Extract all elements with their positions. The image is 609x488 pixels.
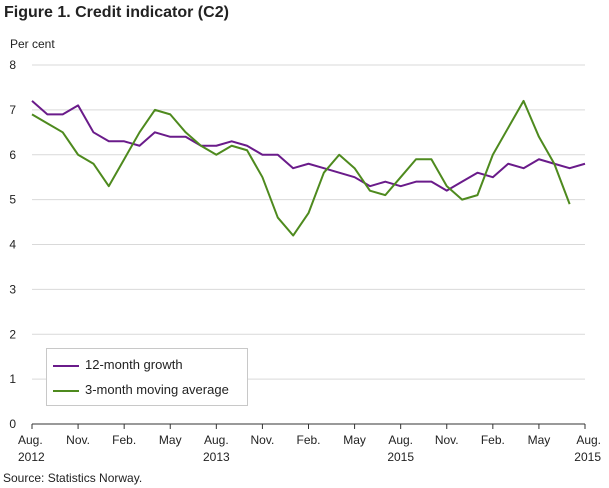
y-tick-label: 8 (9, 58, 16, 72)
x-tick-label: May (159, 433, 182, 447)
y-tick-label: 2 (9, 327, 16, 341)
x-tick-label: May (343, 433, 366, 447)
y-axis-label: Per cent (10, 37, 55, 51)
gridlines (32, 64, 585, 380)
x-tick-year-label: 2015 (574, 450, 601, 464)
x-tick-year-label: 2012 (18, 450, 45, 464)
x-tick-year-label: 2015 (387, 450, 414, 464)
x-tick-label: Feb. (296, 433, 320, 447)
chart-title: Figure 1. Credit indicator (C2) (4, 4, 229, 21)
y-tick-label: 4 (9, 238, 16, 252)
legend-label: 12-month growth (85, 357, 183, 372)
x-tick-label: Feb. (112, 433, 136, 447)
y-tick-label: 5 (9, 193, 16, 207)
legend-label: 3-month moving average (85, 382, 229, 397)
y-tick-label: 0 (9, 417, 16, 431)
source-note: Source: Statistics Norway. (3, 471, 143, 485)
y-tick-label: 7 (9, 103, 16, 117)
x-tick-label: Nov. (251, 433, 275, 447)
series-lines (31, 99, 586, 237)
x-tick-label: Aug. (576, 433, 601, 447)
x-tick-year-label: 2013 (203, 450, 230, 464)
y-tick-label: 3 (9, 282, 16, 296)
x-tick-labels: Aug. 2012 Nov. Feb. May Aug. 2013 Nov. Feb. May Au… (18, 424, 601, 464)
x-tick-label: Aug. (388, 433, 413, 447)
x-tick-label: Nov. (435, 433, 459, 447)
y-tick-label: 1 (9, 372, 16, 386)
series-line-3-month-moving-average (31, 99, 571, 237)
x-tick-label: Aug. (18, 433, 43, 447)
x-tick-label: Nov. (66, 433, 90, 447)
y-tick-label: 6 (9, 148, 16, 162)
series-line-12-month-growth (31, 100, 586, 192)
x-tick-label: Feb. (481, 433, 505, 447)
legend: 12-month growth 3-month moving average (46, 348, 248, 406)
legend-swatch (53, 365, 79, 367)
x-tick-label: May (528, 433, 551, 447)
x-tick-label: Aug. (204, 433, 229, 447)
y-tick-labels: 0 1 2 3 4 5 6 7 8 (9, 58, 16, 431)
legend-swatch (53, 390, 79, 392)
